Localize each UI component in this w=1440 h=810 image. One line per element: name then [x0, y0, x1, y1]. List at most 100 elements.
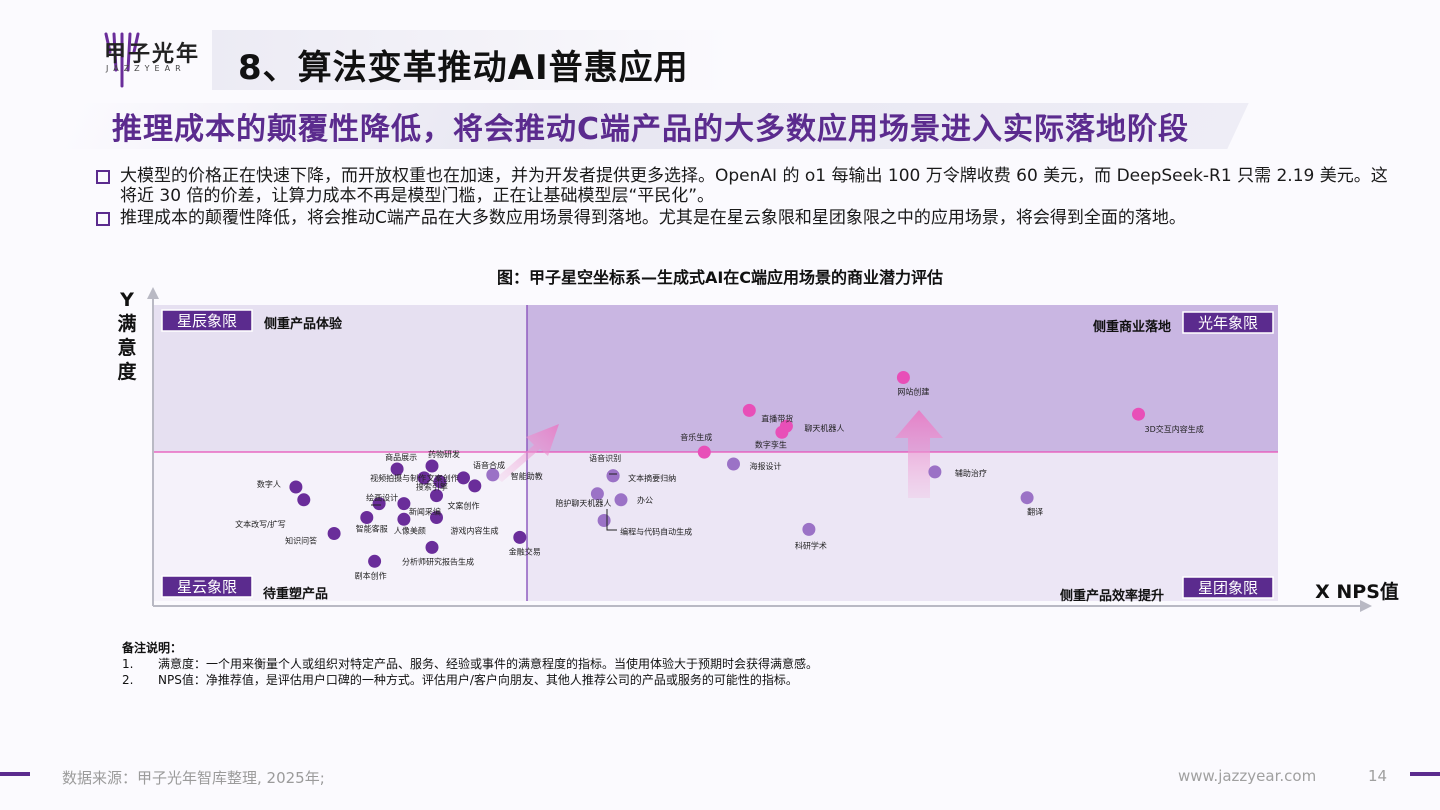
note-item: 1. 满意度：一个用来衡量个人或组织对特定产品、服务、经验或事件的满意程度的指标。…	[122, 656, 818, 672]
data-point	[425, 459, 439, 473]
data-point	[590, 487, 604, 501]
square-bullet-icon	[96, 170, 110, 184]
bullet-list: 大模型的价格正在快速下降，而开放权重也在加速，并为开发者提供更多选择。OpenA…	[94, 166, 1404, 230]
quadrant-desc-lightyear: 侧重商业落地	[1093, 319, 1171, 335]
data-point	[513, 530, 527, 544]
data-point-label: 搜索引擎	[416, 482, 448, 492]
jazzyear-logo-mark	[104, 32, 140, 88]
data-point-label: 新闻采编	[409, 507, 441, 517]
note-number: 1.	[122, 657, 134, 671]
title-background	[212, 30, 732, 90]
data-point-label: 智能客服	[356, 524, 388, 534]
note-text: NPS值：净推荐值，是评估用户口碑的一种方式。评估用户/客户向朋友、其他人推荐公…	[158, 673, 798, 687]
page-subtitle: 推理成本的颠覆性降低，将会推动C端产品的大多数应用场景进入实际落地阶段	[112, 112, 1190, 147]
data-point-label: 数字人	[257, 479, 281, 489]
data-point-label: 编程与代码自动生成	[620, 527, 692, 537]
page-number: 14	[1368, 767, 1388, 785]
data-point-label: 科研学术	[795, 540, 827, 550]
data-point-label: 知识问答	[285, 536, 317, 546]
data-point-label: 网站创建	[897, 387, 929, 397]
data-point-label: 金融交易	[509, 546, 541, 556]
note-text: 满意度：一个用来衡量个人或组织对特定产品、服务、经验或事件的满意程度的指标。当使…	[158, 657, 819, 671]
bullet-text: 大模型的价格正在快速下降，而开放权重也在加速，并为开发者提供更多选择。OpenA…	[120, 166, 1388, 206]
quadrant-tag-star-label: 星辰象限	[177, 312, 237, 330]
bullet-text: 推理成本的颠覆性降低，将会推动C端产品在大多数应用场景得到落地。尤其是在星云象限…	[120, 208, 1186, 228]
data-point	[430, 511, 443, 524]
data-point-label: 剧本创作	[355, 570, 387, 580]
data-point	[457, 471, 470, 485]
quadrant-desc-star: 侧重产品体验	[264, 316, 343, 332]
data-point	[896, 371, 910, 384]
y-axis-label-char: 度	[117, 360, 137, 383]
data-point-label: 直播带货	[761, 413, 793, 423]
data-point-label: 陪护聊天机器人	[555, 498, 611, 508]
data-point	[297, 493, 311, 507]
data-point	[390, 462, 404, 476]
quadrant-tag-lightyear-label: 光年象限	[1198, 314, 1258, 332]
quadrant-tag-star-box	[161, 309, 253, 332]
up-arrow-icon	[895, 410, 943, 498]
quadrant-desc-cluster: 侧重产品效率提升	[1060, 588, 1164, 604]
data-point	[368, 554, 382, 568]
data-point-label: 翻译	[1027, 508, 1043, 517]
data-point	[327, 527, 341, 540]
y-axis-label-char: 满	[117, 312, 136, 335]
data-point-label: 聊天机器人	[804, 423, 844, 433]
data-point	[430, 489, 443, 503]
data-point-label: 药物研发	[428, 449, 460, 459]
data-point	[433, 475, 447, 489]
data-point	[928, 465, 942, 479]
y-axis-label-char: Y	[119, 289, 134, 311]
data-point	[417, 471, 431, 485]
quadrant-tag-nebula-label: 星云象限	[177, 578, 237, 596]
data-point	[802, 522, 816, 536]
y-axis-arrow-icon	[147, 287, 159, 299]
leader-line	[606, 509, 617, 531]
data-point-label: 数字孪生	[755, 439, 787, 449]
data-point	[425, 540, 439, 554]
data-point-label: 办公	[637, 495, 653, 505]
data-point-label: 人像美颜	[394, 525, 426, 535]
data-point-label: 商品展示	[385, 452, 417, 462]
chart-title: 图：甲子星空坐标系—生成式AI在C端应用场景的商业潜力评估	[496, 268, 944, 287]
website-link[interactable]: www.jazzyear.com	[1178, 767, 1317, 785]
data-point-label: 3D交互内容生成	[1145, 424, 1204, 434]
quadrant-cluster-bg	[527, 452, 1278, 601]
quadrant-desc-nebula: 待重塑产品	[262, 586, 328, 602]
data-point	[727, 457, 740, 471]
data-point-label: 文案创作	[448, 501, 480, 511]
note-item: 2. NPS值：净推荐值，是评估用户口碑的一种方式。评估用户/客户向朋友、其他人推…	[122, 672, 818, 688]
logo-subtext: JAZZYEAR	[106, 64, 186, 73]
notes-section: 备注说明： 1. 满意度：一个用来衡量个人或组织对特定产品、服务、经验或事件的满意…	[122, 640, 818, 688]
quadrant-tag-cluster-box	[1182, 576, 1274, 599]
note-number: 2.	[122, 673, 134, 687]
data-point	[486, 468, 500, 482]
data-point	[697, 445, 711, 459]
data-point	[397, 512, 411, 526]
data-point-label: 语音识别	[589, 453, 621, 463]
data-point	[597, 514, 611, 527]
logo-text: 甲子光年	[104, 42, 201, 67]
footer-accent-left	[0, 772, 30, 776]
quadrant-tag-lightyear-box	[1182, 311, 1274, 334]
square-bullet-icon	[96, 212, 110, 226]
data-point	[1132, 407, 1145, 421]
data-point	[614, 493, 628, 507]
data-point	[397, 497, 411, 511]
data-point-label: 文案创作	[427, 473, 459, 483]
page-title: 8、算法变革推动AI普惠应用	[238, 48, 689, 88]
notes-heading: 备注说明：	[122, 641, 183, 655]
data-point	[775, 425, 789, 439]
data-point	[1020, 491, 1034, 505]
data-point-label: 辅助治疗	[955, 468, 987, 478]
data-point	[360, 511, 374, 524]
data-point	[372, 497, 386, 511]
data-point-label: 分析师研究报告生成	[402, 556, 474, 566]
x-axis-label: X NPS值	[1315, 580, 1399, 603]
data-point-label: 文本改写/扩写	[235, 519, 286, 529]
data-point-label: 游戏内容生成	[451, 526, 499, 536]
diagonal-arrow-icon	[496, 424, 559, 482]
footer-accent-right	[1410, 772, 1440, 776]
quadrant-tag-cluster-label: 星团象限	[1198, 579, 1258, 597]
